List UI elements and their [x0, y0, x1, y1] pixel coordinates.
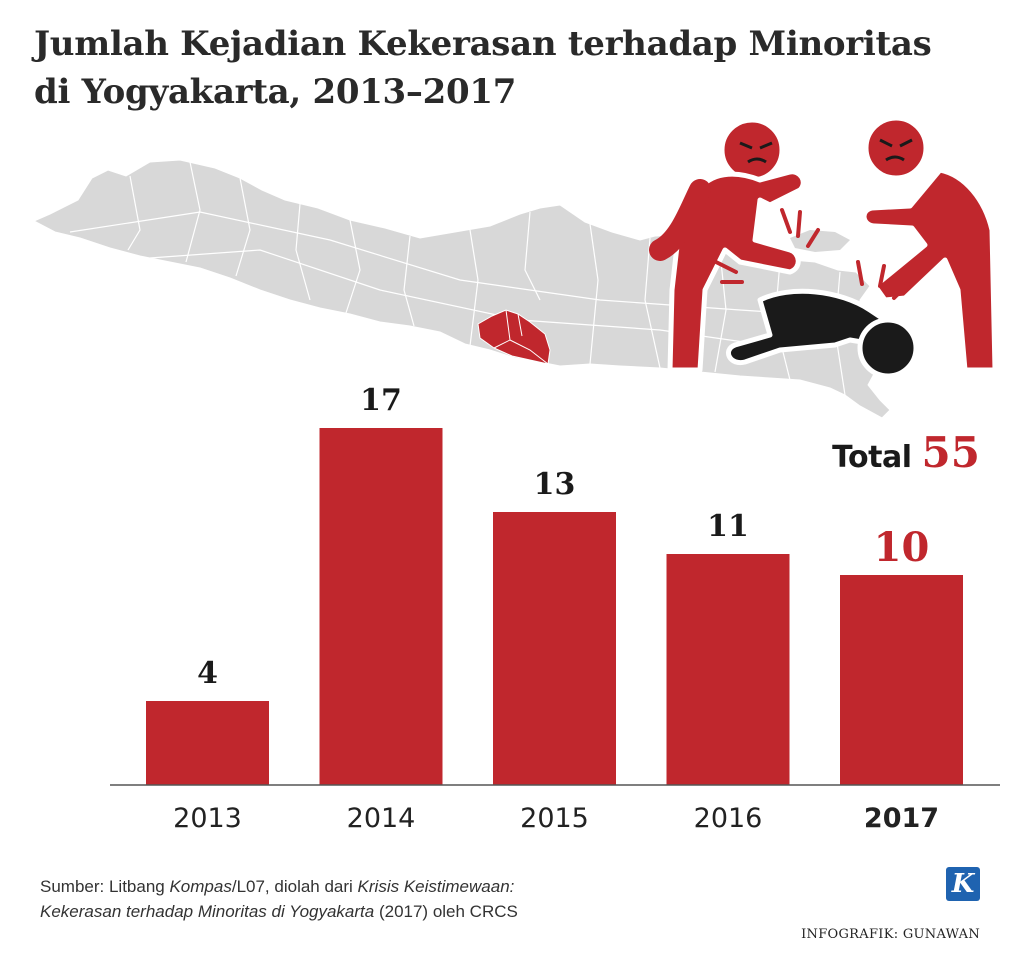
- x-axis-tick-labels: 2013 2014 2015 2016 2017: [173, 803, 939, 834]
- total-label: Total: [832, 440, 912, 475]
- attacker-left-figure: [649, 117, 806, 373]
- x-tick-label-2016: 2016: [694, 803, 763, 834]
- value-label-2017: 10: [874, 524, 930, 571]
- x-tick-label-2017: 2017: [864, 803, 939, 834]
- bars-group: [146, 428, 963, 785]
- value-label-2013: 4: [197, 656, 218, 691]
- total-summary: Total 55: [832, 428, 980, 477]
- violence-illustration: [649, 115, 998, 379]
- x-tick-label-2013: 2013: [173, 803, 242, 834]
- source-prefix: Sumber: Litbang: [40, 877, 170, 896]
- total-value: 55: [921, 428, 980, 477]
- value-label-2014: 17: [360, 383, 402, 418]
- kompas-logo-icon: K: [946, 867, 980, 901]
- chart-title-line-1: Jumlah Kejadian Kekerasan terhadap Minor…: [34, 24, 932, 64]
- x-tick-label-2015: 2015: [520, 803, 589, 834]
- x-tick-label-2014: 2014: [347, 803, 416, 834]
- source-note: Sumber: Litbang Kompas/L07, diolah dari …: [40, 874, 760, 924]
- attacker-left-face: [739, 141, 773, 164]
- bar-2015: [493, 512, 616, 785]
- attacker-right-face: [879, 138, 913, 162]
- attacker-right-figure: [861, 115, 998, 373]
- source-part2: /L07, diolah dari: [231, 877, 358, 896]
- victim-figure: [726, 288, 919, 379]
- bar-2013: [146, 701, 269, 785]
- bar-2017: [840, 575, 963, 785]
- yogyakarta-inner-borders: [493, 309, 549, 365]
- chart-title-line-2: di Yogyakarta, 2013–2017: [34, 72, 517, 112]
- bar-2016: [666, 554, 790, 785]
- source-book-title-1: Krisis Keistimewaan:: [357, 877, 515, 896]
- source-kompas: Kompas: [169, 877, 232, 896]
- madura-island-shape: [790, 230, 850, 252]
- source-suffix: (2017) oleh CRCS: [374, 902, 518, 921]
- impact-marks: [714, 208, 910, 300]
- value-label-2016: 11: [707, 509, 749, 544]
- bar-2014: [319, 428, 443, 785]
- source-book-title-2: Kekerasan terhadap Minoritas di Yogyakar…: [40, 902, 375, 921]
- value-labels-group: 4 17 13 11 10: [197, 383, 929, 691]
- value-label-2015: 13: [534, 467, 576, 502]
- chart-title: Jumlah Kejadian Kekerasan terhadap Minor…: [34, 20, 994, 116]
- infographic-credit: INFOGRAFIK: GUNAWAN: [801, 927, 980, 942]
